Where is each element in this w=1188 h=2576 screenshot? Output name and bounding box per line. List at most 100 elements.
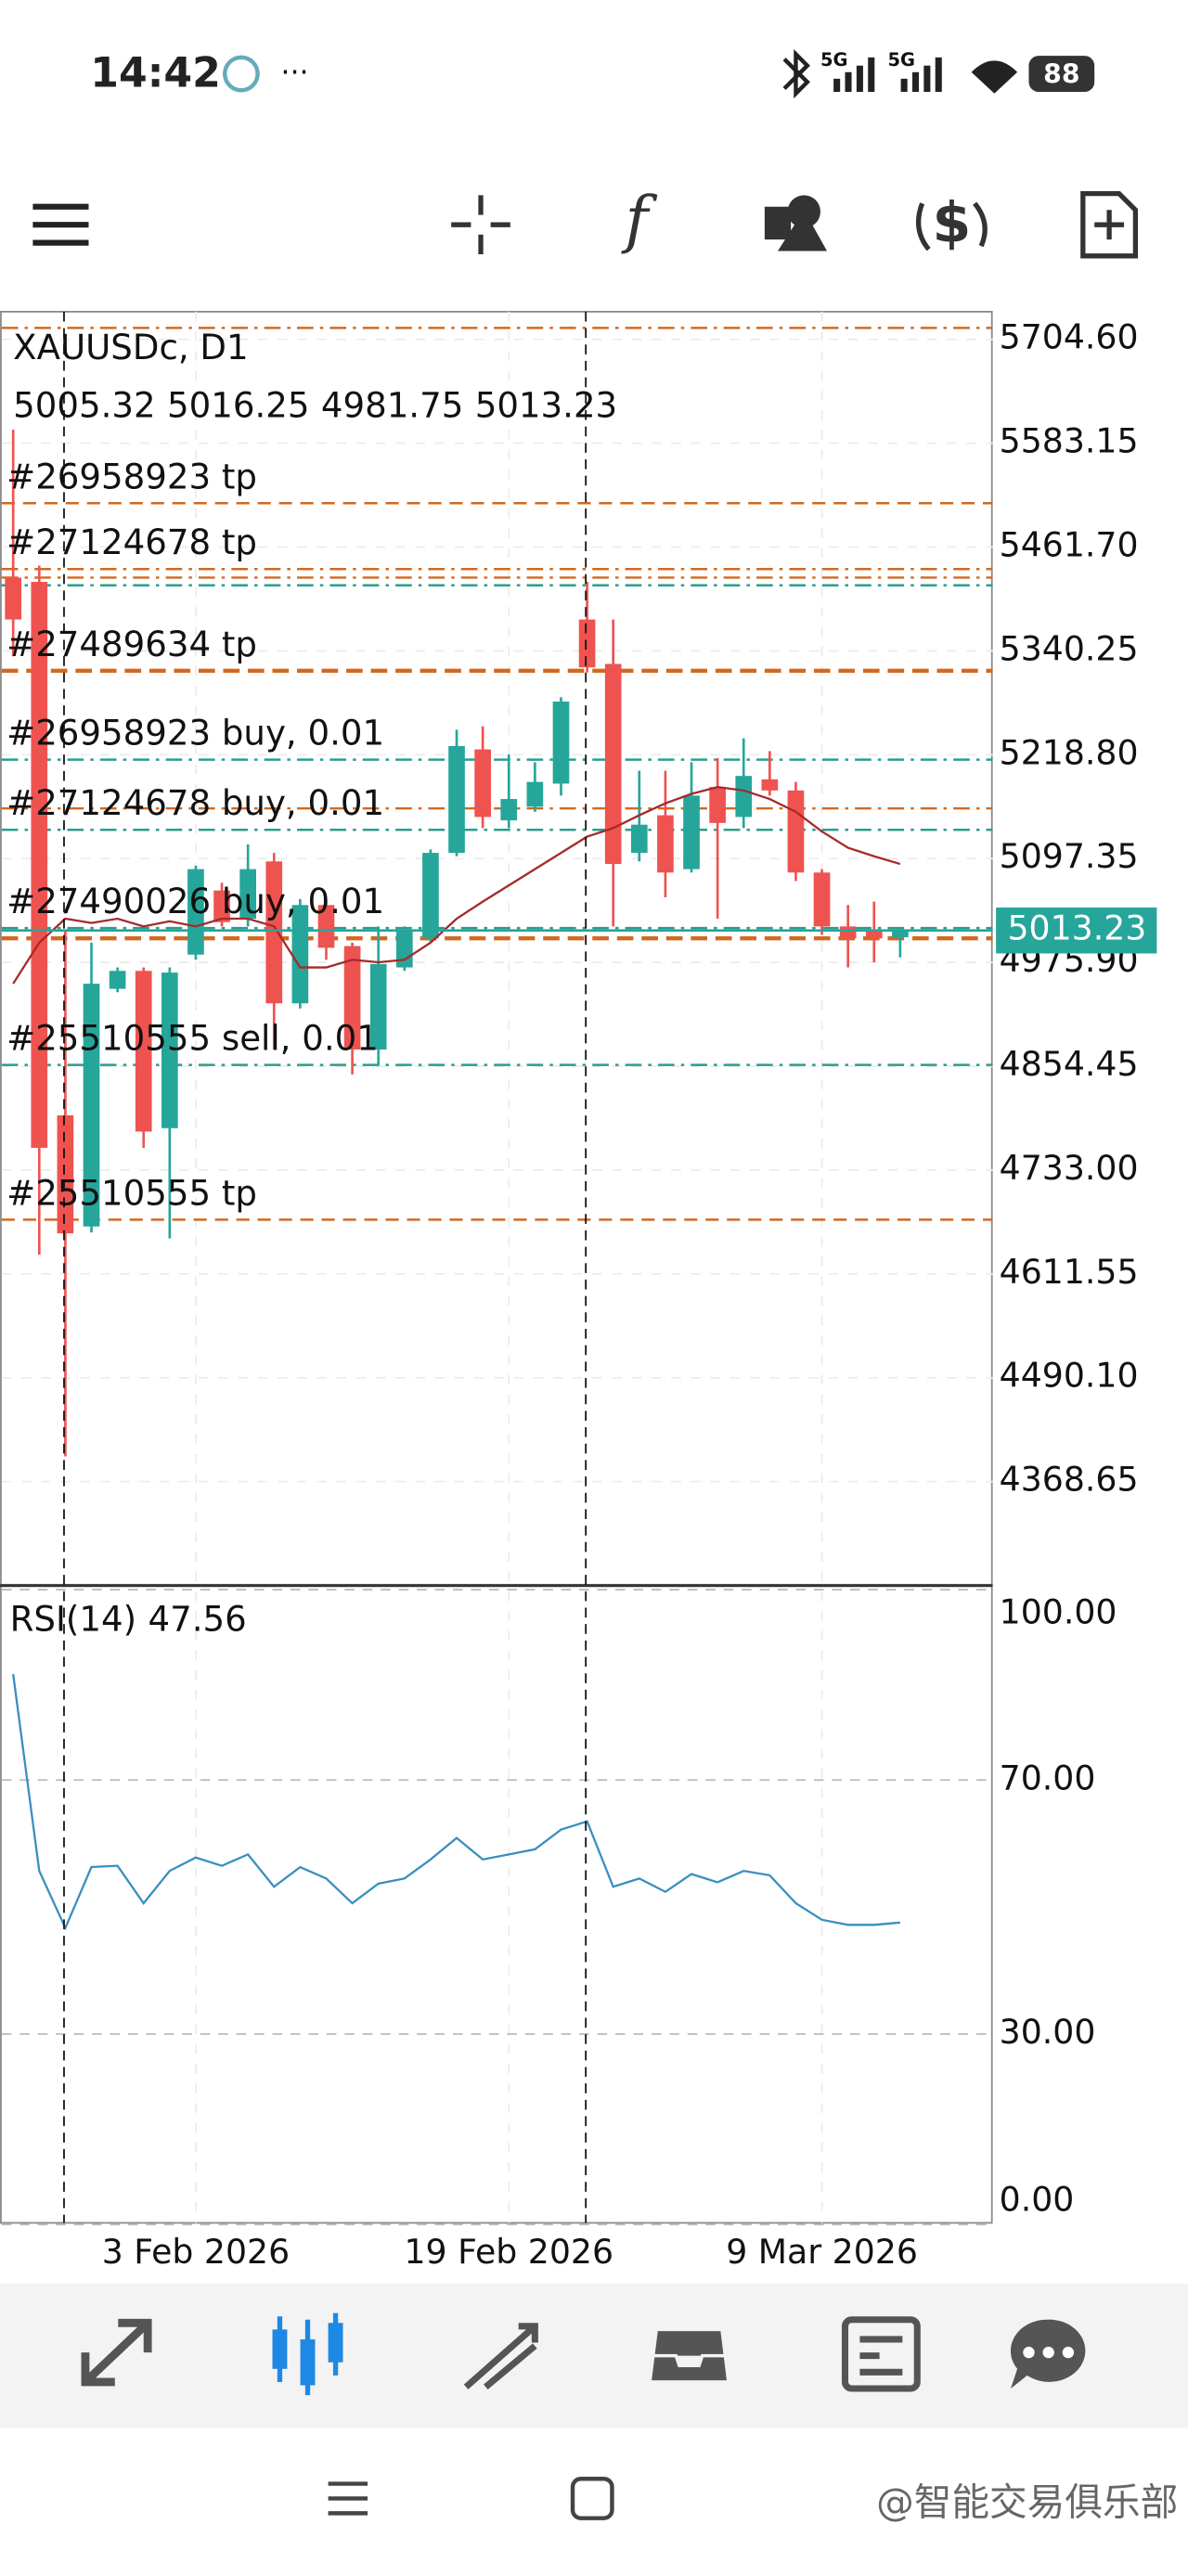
order-label: #27490026 buy, 0.01 [6, 882, 384, 921]
y-tick-label: 4733.00 [1000, 1148, 1139, 1188]
candle-body [630, 824, 648, 854]
y-tick-label: 5218.80 [1000, 732, 1139, 772]
x-tick-label: 9 Mar 2026 [726, 2232, 918, 2272]
y-tick-label: 0.00 [1000, 2179, 1075, 2219]
news-tab[interactable] [841, 2316, 921, 2392]
candle-body [187, 869, 204, 955]
candle-body [683, 795, 700, 869]
plot [1, 311, 993, 2226]
candle-body [5, 577, 22, 620]
signal-icon [900, 57, 942, 92]
candle-body [578, 619, 596, 668]
order-label: #26958923 tp [6, 457, 257, 496]
candle-body [787, 790, 805, 873]
x-tick-label: 3 Feb 2026 [102, 2232, 290, 2272]
y-tick-label: 4490.10 [1000, 1356, 1139, 1396]
order-label: #27489634 tp [6, 625, 257, 664]
candle-body [83, 984, 100, 1227]
battery-level: 88 [1043, 58, 1079, 89]
network-label: 5G [820, 49, 847, 71]
candle-body [735, 776, 753, 818]
objects-button[interactable] [764, 195, 828, 251]
trade-arrows [915, 201, 988, 251]
candle-body [552, 702, 570, 784]
new-order-button[interactable] [1080, 190, 1139, 259]
trade-button[interactable]: $ [932, 191, 971, 256]
moving-average [12, 785, 901, 985]
order-label: #25510555 sell, 0.01 [6, 1019, 379, 1059]
app-icon [223, 55, 260, 93]
indicators-button[interactable]: f [621, 184, 658, 256]
y-tick-label: 5704.60 [1000, 317, 1139, 357]
history-tab[interactable] [648, 2327, 730, 2384]
y-tick-label: 30.00 [1000, 2012, 1096, 2052]
plus-icon [1094, 210, 1125, 240]
y-tick-label: 5583.15 [1000, 421, 1139, 461]
candle-body [709, 787, 726, 823]
order-label: #25510555 tp [6, 1173, 257, 1213]
order-label: #26958923 buy, 0.01 [6, 714, 384, 753]
ohlc-open: 5005.32 [13, 385, 155, 425]
y-tick-label: 100.00 [1000, 1592, 1117, 1632]
order-label: #27124678 buy, 0.01 [6, 783, 384, 823]
candle-body [839, 926, 857, 939]
candle-body [865, 930, 883, 939]
candle-body [395, 931, 413, 968]
bluetooth-icon [782, 49, 810, 99]
y-tick-label: 4368.65 [1000, 1460, 1139, 1500]
y-tick-label: 4611.55 [1000, 1252, 1139, 1292]
y-tick-label: 5097.35 [1000, 836, 1139, 876]
candle-body [135, 971, 152, 1132]
candle-body [213, 890, 230, 922]
more-dots: ··· [280, 55, 308, 90]
current-price-label: 5013.23 [1008, 908, 1147, 948]
recents-button[interactable] [328, 2481, 368, 2516]
candle-body [57, 1114, 74, 1234]
battery-icon [1028, 56, 1095, 92]
watermark: @智能交易俱乐部 [876, 2480, 1178, 2525]
rsi-name: RSI(14) [10, 1599, 136, 1639]
candle-body [317, 905, 335, 948]
symbol-title: XAUUSDc, D1 [13, 328, 248, 367]
trade-tab[interactable] [463, 2323, 538, 2389]
y-tick-label: 5461.70 [1000, 525, 1139, 565]
candle-body [422, 853, 439, 939]
y-tick-label: 70.00 [1000, 1758, 1096, 1797]
ohlc-high: 5016.25 [167, 385, 309, 425]
candle-body [239, 869, 256, 920]
candle-body [109, 971, 126, 989]
rsi-line [12, 1673, 900, 1931]
ohlc-readout: 5005.32 5016.25 4981.75 5013.23 [13, 385, 617, 425]
quotes-tab[interactable] [81, 2318, 152, 2387]
y-tick-label: 4854.45 [1000, 1044, 1139, 1084]
candle-body [265, 861, 283, 1004]
candle-body [500, 799, 518, 821]
candle-body [31, 582, 48, 1148]
current-price-box [996, 907, 1157, 954]
x-tick-label: 19 Feb 2026 [404, 2232, 613, 2272]
candle-body [892, 930, 909, 938]
candle-body [369, 963, 387, 1050]
signal-icon [833, 57, 875, 92]
chart-tab[interactable] [272, 2312, 343, 2396]
news-lines [859, 2336, 903, 2376]
candle-body [448, 745, 465, 854]
candle-body [526, 781, 544, 807]
network-label: 5G [887, 49, 914, 71]
ohlc-low: 4981.75 [321, 385, 463, 425]
candle-body [761, 779, 779, 791]
bottom-nav [0, 2283, 1188, 2428]
rsi-value: 47.56 [148, 1599, 246, 1639]
home-button[interactable] [570, 2477, 614, 2520]
wifi-icon [971, 60, 1018, 94]
y-tick-label: 5340.25 [1000, 628, 1139, 668]
candle-body [343, 946, 361, 1050]
candle-body [474, 749, 491, 818]
menu-button[interactable] [32, 203, 89, 246]
candle-body [161, 972, 178, 1128]
crosshair-button[interactable] [451, 195, 510, 255]
chat-dots [1023, 2346, 1075, 2359]
ohlc-close: 5013.23 [475, 385, 617, 425]
